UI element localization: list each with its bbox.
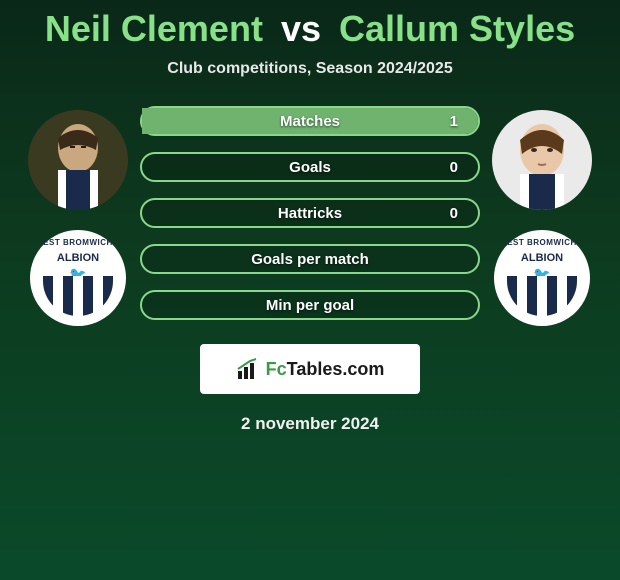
player2-club-crest: EST BROMWICH ALBION 🐦	[494, 230, 590, 326]
logo-text: FcTables.com	[266, 359, 385, 380]
attribution-logo: FcTables.com	[200, 344, 420, 394]
crest-stripes	[43, 276, 113, 316]
stat-label: Goals per match	[251, 251, 369, 268]
page-title: Neil Clement vs Callum Styles	[45, 8, 575, 50]
stat-bar-goals-per-match: Goals per match	[140, 244, 480, 274]
main-area: EST BROMWICH ALBION 🐦 Matches 1 Goals	[0, 106, 620, 326]
logo-prefix: Fc	[266, 359, 287, 379]
stat-label: Min per goal	[266, 297, 354, 314]
stat-bar-matches: Matches 1	[140, 106, 480, 136]
stat-bar-hattricks: Hattricks 0	[140, 198, 480, 228]
player1-club-crest: EST BROMWICH ALBION 🐦	[30, 230, 126, 326]
crest-stripes	[507, 276, 577, 316]
stat-bar-min-per-goal: Min per goal	[140, 290, 480, 320]
crest-top-text: EST BROMWICH	[507, 238, 577, 247]
player2-avatar	[492, 110, 592, 210]
player1-avatar	[28, 110, 128, 210]
stat-bar-goals: Goals 0	[140, 152, 480, 182]
comparison-card: Neil Clement vs Callum Styles Club compe…	[0, 0, 620, 434]
stat-value-right: 1	[450, 113, 458, 130]
stat-value-right: 0	[450, 205, 458, 222]
crest-top-text: EST BROMWICH	[43, 238, 113, 247]
stat-label: Hattricks	[278, 205, 342, 222]
vs-separator: vs	[281, 8, 321, 49]
stat-label: Goals	[289, 159, 331, 176]
crest-name: ALBION	[57, 252, 99, 264]
subtitle: Club competitions, Season 2024/2025	[167, 60, 452, 78]
stat-label: Matches	[280, 113, 340, 130]
logo-suffix: Tables.com	[287, 359, 385, 379]
stat-value-right: 0	[450, 159, 458, 176]
player2-name: Callum Styles	[339, 8, 575, 49]
date-text: 2 november 2024	[241, 414, 379, 434]
chart-icon	[236, 357, 260, 381]
player1-name: Neil Clement	[45, 8, 263, 49]
left-column: EST BROMWICH ALBION 🐦	[28, 106, 128, 326]
stats-column: Matches 1 Goals 0 Hattricks 0 Goals per …	[140, 106, 480, 320]
right-column: EST BROMWICH ALBION 🐦	[492, 106, 592, 326]
crest-name: ALBION	[521, 252, 563, 264]
